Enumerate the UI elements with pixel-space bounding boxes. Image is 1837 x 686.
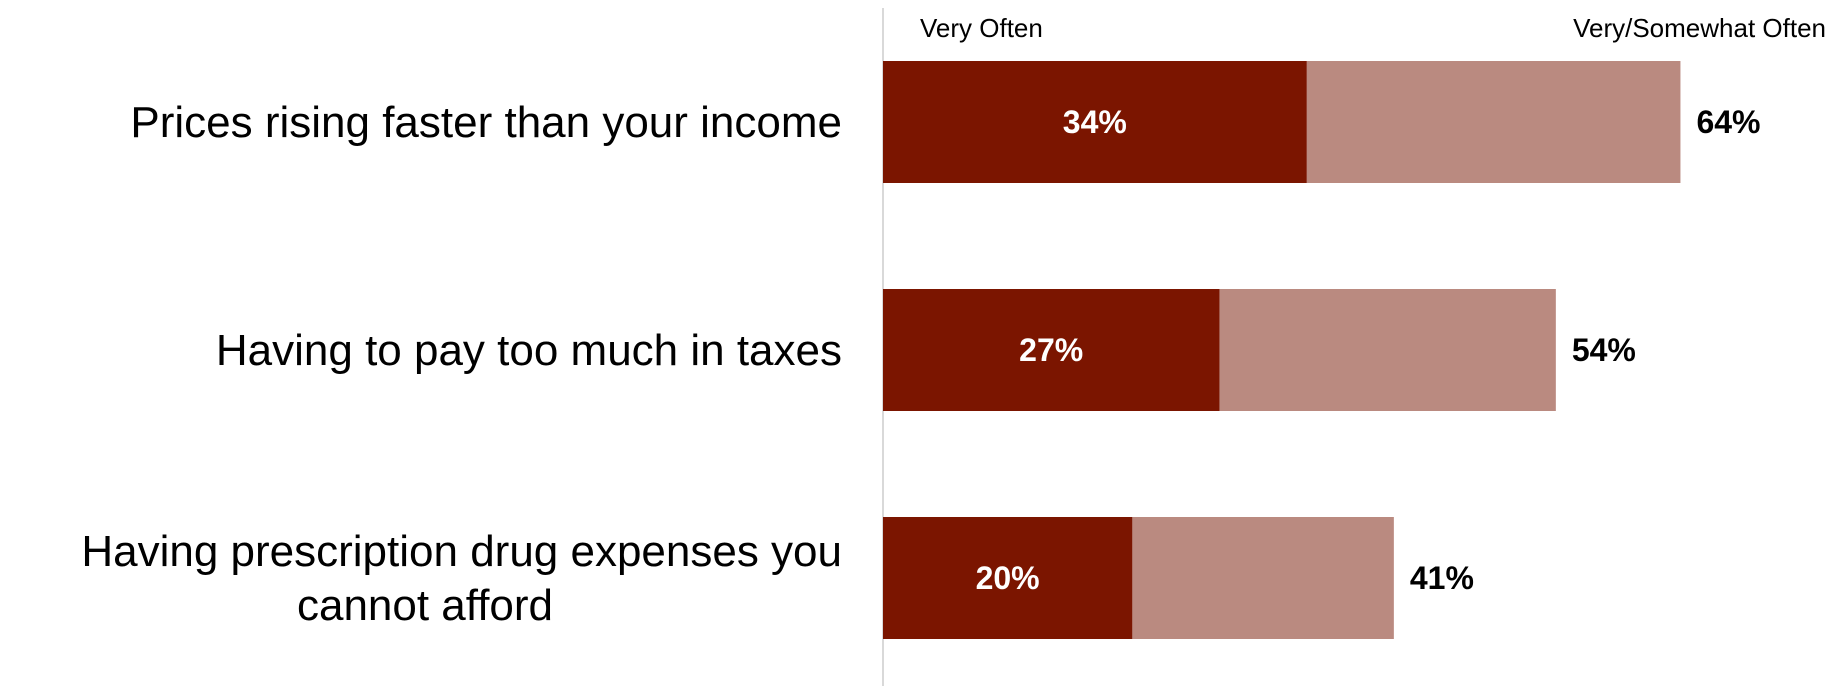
legend-very-somewhat-often: Very/Somewhat Often xyxy=(1573,13,1826,43)
category-label-2-line-0: Having prescription drug expenses you xyxy=(81,527,842,576)
data-label-very-somewhat-often-2: 41% xyxy=(1410,560,1474,596)
bar-very-often-1 xyxy=(883,289,1220,411)
data-label-very-somewhat-often-0: 64% xyxy=(1696,104,1760,140)
data-label-very-somewhat-often-1: 54% xyxy=(1572,332,1636,368)
legend-very-often: Very Often xyxy=(920,13,1043,43)
category-label-1-line-0: Having to pay too much in taxes xyxy=(216,326,842,375)
bar-very-often-2 xyxy=(883,517,1133,639)
bars-group xyxy=(883,61,1681,639)
data-label-very-often-1: 27% xyxy=(1019,332,1083,368)
category-label-2-line-1: cannot afford xyxy=(297,581,553,630)
data-label-very-often-2: 20% xyxy=(976,560,1040,596)
value-labels-group: 34% 64% 27% 54% 20% 41% xyxy=(976,104,1761,596)
category-labels-group: Prices rising faster than your income Hav… xyxy=(81,98,842,630)
category-label-0-line-0: Prices rising faster than your income xyxy=(130,98,842,147)
data-label-very-often-0: 34% xyxy=(1063,104,1127,140)
bar-very-often-0 xyxy=(883,61,1307,183)
